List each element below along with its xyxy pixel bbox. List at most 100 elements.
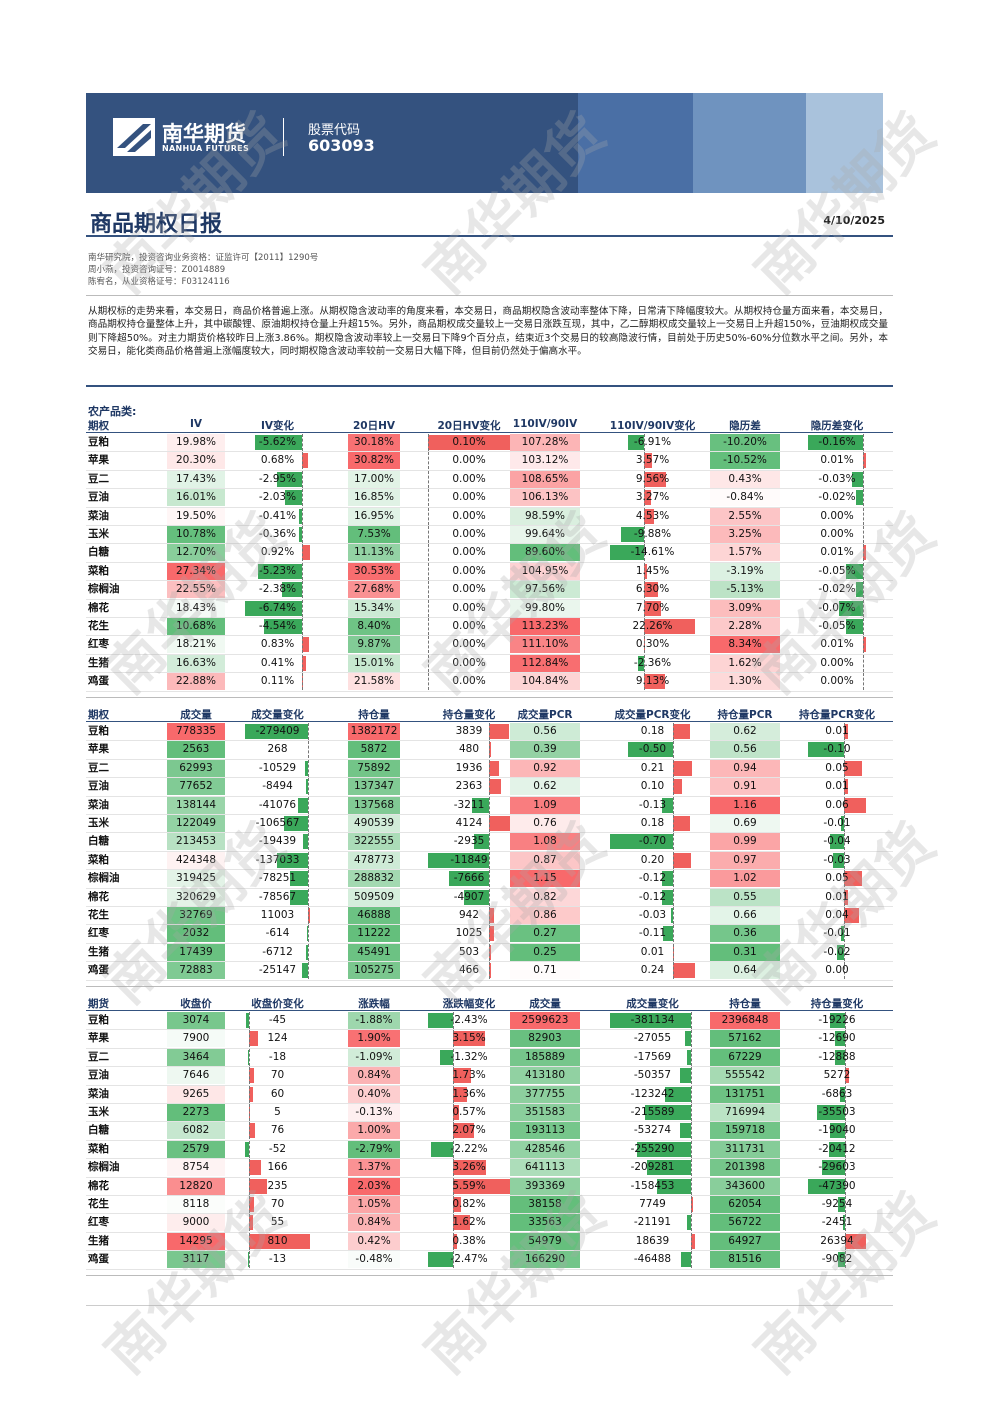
- data-bar: [636, 1141, 692, 1157]
- zero-line: [453, 1048, 455, 1066]
- heat-cell: 17439: [167, 943, 225, 961]
- zero-line: [307, 815, 309, 832]
- cell-value: -123242: [630, 1087, 675, 1100]
- bar-cell: -11849: [428, 851, 510, 869]
- bar-cell: 5.59%: [428, 1177, 510, 1195]
- zero-line: [248, 1104, 250, 1121]
- heat-cell: 111.10%: [510, 636, 580, 654]
- zero-line: [844, 962, 846, 980]
- row-label: 菜粕: [88, 853, 109, 866]
- data-bar: [488, 779, 501, 795]
- cell-value: -27055: [633, 1032, 672, 1045]
- row-rule: [86, 795, 893, 797]
- column-header: 成交量PCR: [517, 709, 573, 721]
- cell-value: 0.41%: [260, 656, 295, 669]
- cell-value: 0.00%: [452, 491, 486, 504]
- bar-cell: -19439: [245, 833, 310, 851]
- cell-value: 0.01%: [820, 546, 854, 559]
- data-bar: [453, 1105, 459, 1120]
- cell-value: -2.95%: [258, 472, 297, 485]
- cell-value: 0.01: [640, 945, 665, 958]
- bar-cell: 0.18: [610, 815, 695, 832]
- data-bar: [643, 508, 655, 524]
- bar-cell: 9.56%: [610, 470, 695, 488]
- heat-cell: 413180: [510, 1067, 580, 1085]
- data-bar: [643, 453, 652, 469]
- zero-line: [691, 1104, 693, 1121]
- bar-cell: -614: [245, 925, 310, 943]
- heat-cell: 7900: [167, 1030, 225, 1048]
- heat-cell: 0.76: [510, 815, 580, 832]
- cell-value: -2.03%: [258, 491, 297, 504]
- heat-cell: 11.13%: [348, 544, 400, 562]
- zero-line: [302, 489, 304, 507]
- data-bar: [245, 600, 303, 616]
- zero-line: [248, 1067, 250, 1085]
- bar-cell: 0.00%: [808, 673, 866, 691]
- bar-cell: 0.00%: [428, 581, 510, 599]
- zero-line: [307, 796, 309, 814]
- heat-cell: 0.97: [710, 851, 780, 869]
- row-rule: [86, 924, 893, 926]
- row-rule: [86, 488, 893, 490]
- heat-cell: 33563: [510, 1214, 580, 1232]
- zero-line: [844, 815, 846, 832]
- data-bar: [838, 1252, 846, 1268]
- zero-line: [673, 907, 675, 924]
- heat-cell: 56722: [710, 1214, 780, 1232]
- row-rule: [86, 525, 893, 526]
- data-bar: [808, 1178, 846, 1194]
- heat-cell: 424348: [167, 851, 225, 869]
- heat-cell: 62993: [167, 759, 225, 777]
- heat-cell: 32769: [167, 907, 225, 924]
- bar-cell: -2.22%: [428, 1140, 510, 1158]
- heat-cell: 2032: [167, 925, 225, 943]
- bar-cell: 0.00%: [428, 507, 510, 525]
- heat-cell: 0.66: [710, 907, 780, 924]
- bar-cell: -19226: [808, 1012, 866, 1029]
- data-bar: [301, 963, 308, 979]
- zero-line: [248, 1140, 250, 1158]
- data-bar: [453, 1123, 475, 1139]
- bar-cell: 1.62%: [428, 1214, 510, 1232]
- data-bar: [663, 926, 674, 942]
- zero-line: [845, 1067, 847, 1085]
- cell-value: 0.57%: [452, 1106, 486, 1118]
- cell-value: -279409: [255, 725, 300, 737]
- column-header: IV变化: [260, 420, 295, 432]
- zero-line: [673, 851, 675, 869]
- bar-cell: -0.36%: [245, 526, 310, 543]
- row-rule: [86, 1066, 893, 1068]
- zero-line: [845, 1030, 847, 1048]
- data-bar: [835, 1031, 846, 1047]
- heat-cell: 17.00%: [348, 470, 400, 488]
- zero-line: [307, 723, 309, 740]
- zero-line: [428, 544, 429, 562]
- data-bar: [277, 471, 303, 487]
- cell-value: -20412: [818, 1142, 856, 1155]
- row-rule: [86, 942, 893, 944]
- data-bar: [281, 582, 303, 598]
- bar-cell: -10529: [245, 759, 310, 777]
- bar-cell: 0.01%: [808, 452, 866, 470]
- data-bar: [808, 742, 845, 758]
- data-bar: [488, 724, 509, 739]
- heat-cell: 778335: [167, 723, 225, 740]
- cell-value: -9082: [821, 1253, 853, 1266]
- heat-cell: 1.09: [510, 796, 580, 814]
- zero-line: [845, 1177, 847, 1195]
- zero-line: [488, 925, 490, 943]
- zero-line: [302, 470, 304, 488]
- cell-value: -8494: [262, 780, 293, 793]
- bar-cell: -0.12: [610, 888, 695, 906]
- data-bar: [463, 889, 489, 905]
- bar-cell: -6863: [808, 1085, 866, 1103]
- cell-value: 480: [458, 743, 480, 756]
- bar-cell: 9.13%: [610, 673, 695, 691]
- bar-cell: -12888: [808, 1048, 866, 1066]
- bar-cell: 3.15%: [428, 1030, 510, 1048]
- cell-value: -1.32%: [450, 1050, 488, 1063]
- zero-line: [643, 434, 645, 451]
- zero-line: [453, 1159, 455, 1177]
- zero-line: [453, 1214, 455, 1232]
